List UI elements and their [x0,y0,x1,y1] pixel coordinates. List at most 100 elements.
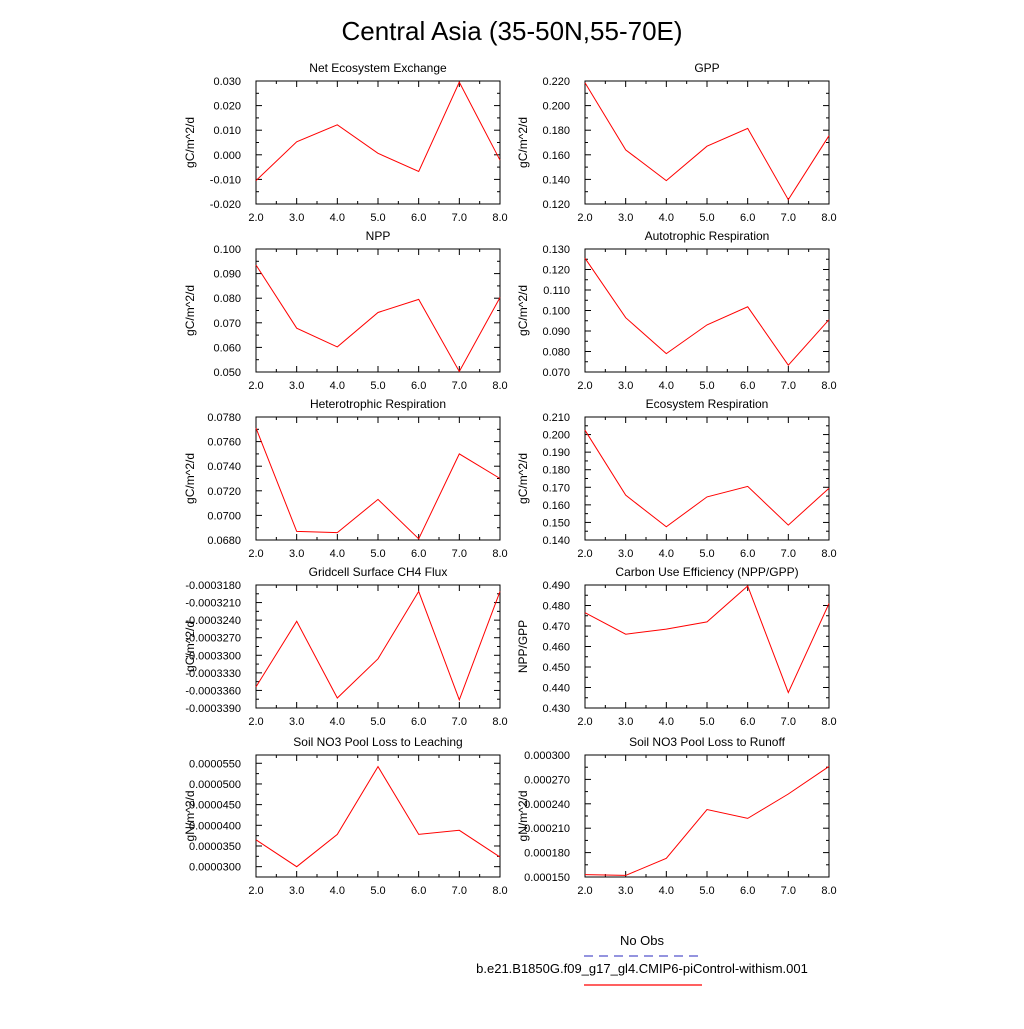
y-tick-label: 0.140 [542,535,570,547]
y-tick-label: 0.0740 [207,461,241,473]
x-tick-label: 3.0 [289,548,304,560]
x-tick-label: 5.0 [370,380,385,392]
legend-model-label: b.e21.B1850G.f09_g17_gl4.CMIP6-piControl… [476,961,808,976]
y-tick-label: 0.220 [542,76,570,88]
y-tick-label: 0.0000500 [189,779,241,791]
x-tick-label: 6.0 [411,885,426,897]
y-tick-label: 0.190 [542,447,570,459]
x-tick-label: 8.0 [492,548,507,560]
y-tick-label: 0.060 [213,342,241,354]
x-tick-label: 3.0 [618,212,633,224]
series-line [255,81,501,181]
y-axis-label: gC/m^2/d [183,453,197,504]
legend-obs-label: No Obs [620,933,665,948]
panel-3: NPP gC/m^2/d 2.0 3.0 4.0 5.0 6.0 7.0 8.0 0.050 0.0… [183,229,508,392]
panel-2: GPP gC/m^2/d 2.0 3.0 4.0 5.0 6.0 7.0 8.0 0.120 0.1… [516,61,837,224]
y-tick-label: 0.070 [213,318,241,330]
plot-frame [255,80,501,205]
panel-title: Soil NO3 Pool Loss to Leaching [293,735,462,749]
y-axis-label: gC/m^2/d [183,621,197,672]
y-axis-label: NPP/GPP [516,620,530,673]
panel-4: Autotrophic Respiration gC/m^2/d 2.0 3.0 4.0… [516,229,837,392]
x-tick-label: 2.0 [248,885,263,897]
y-tick-label: 0.160 [542,150,570,162]
panel-title: Carbon Use Efficiency (NPP/GPP) [615,565,798,579]
x-tick-label: 6.0 [740,885,755,897]
panels-group: Net Ecosystem Exchange gC/m^2/d 2.0 3.0 4.0 5… [183,61,837,897]
plot-frame [255,754,501,878]
y-tick-label: 0.100 [213,244,241,256]
x-tick-label: 8.0 [821,380,836,392]
y-tick-label: 0.480 [542,601,570,613]
x-tick-label: 6.0 [411,212,426,224]
x-tick-label: 5.0 [370,548,385,560]
y-tick-label: 0.120 [542,265,570,277]
y-tick-label: 0.070 [542,367,570,379]
x-tick-label: 4.0 [659,885,674,897]
y-tick-label: 0.140 [542,174,570,186]
y-tick-label: 0.210 [542,412,570,424]
y-tick-label: 0.080 [213,293,241,305]
x-tick-label: 5.0 [699,380,714,392]
series-line [255,765,501,868]
x-tick-label: 8.0 [492,885,507,897]
y-tick-label: 0.180 [542,465,570,477]
y-tick-label: 0.050 [213,367,241,379]
y-tick-label: -0.0003360 [185,685,241,697]
y-axis-label: gC/m^2/d [516,285,530,336]
x-tick-label: 2.0 [577,212,592,224]
x-tick-label: 6.0 [411,716,426,728]
series-line [255,427,501,540]
y-tick-label: 0.130 [542,244,570,256]
plot-frame [584,584,830,709]
legend: No Obs b.e21.B1850G.f09_g17_gl4.CMIP6-pi… [476,933,808,986]
x-tick-label: 3.0 [618,885,633,897]
y-axis-label: gN/m^2/d [516,791,530,842]
x-tick-label: 8.0 [821,548,836,560]
y-tick-label: -0.0003390 [185,703,241,715]
y-tick-label: 0.000150 [524,872,570,884]
y-tick-label: 0.450 [542,662,570,674]
series-line [255,264,501,373]
x-tick-label: 4.0 [330,212,345,224]
x-tick-label: 7.0 [781,212,796,224]
y-tick-label: 0.0700 [207,510,241,522]
x-tick-label: 3.0 [618,380,633,392]
x-tick-label: 2.0 [248,548,263,560]
panel-9: Soil NO3 Pool Loss to Leaching gN/m^2/d 2.… [183,735,508,897]
y-tick-label: 0.160 [542,500,570,512]
x-tick-label: 8.0 [821,212,836,224]
x-tick-label: 7.0 [452,548,467,560]
y-tick-label: 0.110 [543,285,570,297]
y-tick-label: 0.440 [542,683,570,695]
panel-title: Soil NO3 Pool Loss to Runoff [629,735,786,749]
x-tick-label: 2.0 [248,380,263,392]
x-tick-label: 2.0 [577,716,592,728]
y-tick-label: 0.0000300 [189,862,241,874]
x-tick-label: 6.0 [740,716,755,728]
x-tick-label: 4.0 [330,885,345,897]
series-line [584,765,830,876]
y-tick-label: 0.0000450 [189,800,241,812]
y-tick-label: 0.000 [213,150,241,162]
y-tick-label: 0.460 [542,642,570,654]
panel-1: Net Ecosystem Exchange gC/m^2/d 2.0 3.0 4.0 5… [183,61,508,224]
y-tick-label: 0.150 [542,517,570,529]
x-tick-label: 3.0 [618,548,633,560]
x-tick-label: 8.0 [492,380,507,392]
series-line [255,590,501,702]
x-tick-label: 5.0 [370,885,385,897]
y-axis-label: gC/m^2/d [516,117,530,168]
plot-frame [584,754,830,878]
y-axis-label: gC/m^2/d [516,453,530,504]
x-tick-label: 4.0 [659,548,674,560]
y-tick-label: 0.0760 [207,437,241,449]
x-tick-label: 7.0 [781,716,796,728]
series-line [584,585,830,694]
y-tick-label: 0.120 [542,199,570,211]
y-tick-label: -0.0003300 [185,650,241,662]
y-tick-label: 0.430 [542,703,570,715]
y-tick-label: 0.0720 [207,486,241,498]
x-tick-label: 5.0 [699,212,714,224]
